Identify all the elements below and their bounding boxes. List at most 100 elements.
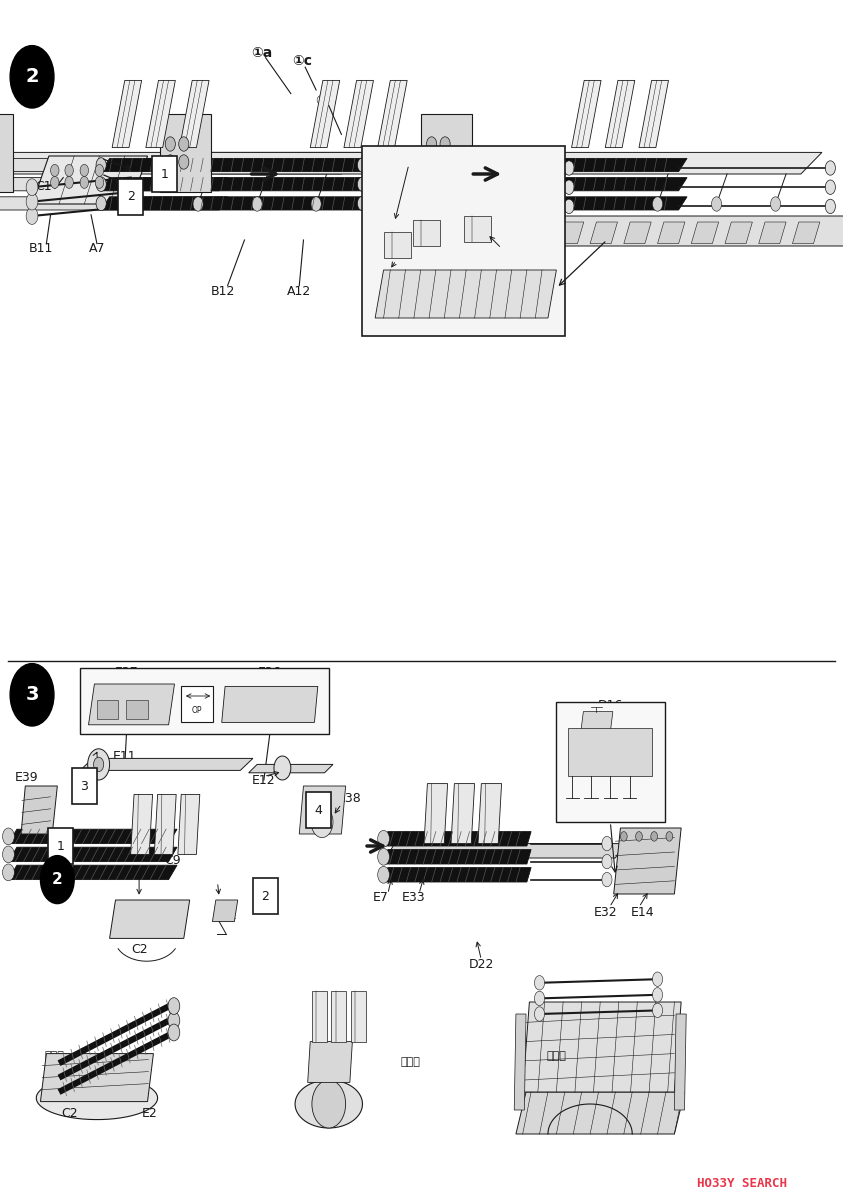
Polygon shape	[362, 197, 687, 210]
Polygon shape	[378, 80, 407, 148]
Bar	[253, 878, 278, 914]
Text: B11: B11	[29, 242, 52, 254]
Circle shape	[357, 157, 368, 173]
Circle shape	[95, 176, 104, 188]
Polygon shape	[212, 900, 238, 922]
Bar	[312, 991, 327, 1042]
Circle shape	[274, 756, 291, 780]
Bar	[72, 768, 97, 804]
Text: B12: B12	[212, 286, 235, 298]
Bar	[152, 156, 177, 192]
Polygon shape	[0, 158, 228, 172]
Polygon shape	[222, 686, 318, 722]
Polygon shape	[8, 847, 177, 862]
Circle shape	[95, 164, 104, 176]
Polygon shape	[489, 222, 516, 244]
Polygon shape	[572, 80, 601, 148]
Circle shape	[357, 196, 368, 211]
Text: E2: E2	[142, 1108, 158, 1120]
Text: HO33Y SEARCH: HO33Y SEARCH	[697, 1177, 787, 1190]
Circle shape	[602, 872, 612, 887]
Polygon shape	[110, 900, 190, 938]
Circle shape	[564, 180, 574, 194]
Bar	[118, 179, 143, 215]
Circle shape	[179, 137, 189, 151]
Circle shape	[366, 199, 376, 214]
Polygon shape	[523, 1002, 681, 1092]
Circle shape	[80, 176, 89, 188]
Circle shape	[96, 157, 106, 173]
Polygon shape	[344, 80, 373, 148]
Text: 1: 1	[56, 840, 65, 852]
Polygon shape	[180, 80, 209, 148]
Polygon shape	[447, 216, 843, 246]
Bar	[362, 146, 565, 336]
Polygon shape	[658, 222, 685, 244]
Polygon shape	[674, 1014, 686, 1110]
Polygon shape	[725, 222, 753, 244]
Text: 2: 2	[52, 872, 62, 887]
Polygon shape	[32, 156, 148, 204]
Circle shape	[771, 197, 781, 211]
Circle shape	[80, 164, 89, 176]
Text: D22: D22	[469, 959, 494, 971]
Bar	[97, 700, 118, 719]
Text: E14: E14	[631, 906, 654, 918]
Circle shape	[3, 846, 14, 863]
Text: C2: C2	[131, 943, 148, 955]
Polygon shape	[80, 758, 253, 770]
Circle shape	[94, 757, 104, 772]
Bar	[556, 702, 665, 822]
Circle shape	[51, 176, 59, 188]
Polygon shape	[101, 178, 426, 191]
Bar	[306, 792, 331, 828]
Polygon shape	[478, 784, 502, 844]
Circle shape	[252, 197, 262, 211]
Circle shape	[3, 828, 14, 845]
Circle shape	[534, 991, 545, 1006]
Circle shape	[65, 176, 73, 188]
Circle shape	[168, 1012, 180, 1028]
Circle shape	[168, 997, 180, 1014]
Polygon shape	[384, 832, 531, 846]
Text: C9: C9	[164, 854, 181, 866]
Circle shape	[825, 180, 835, 194]
Circle shape	[40, 856, 74, 904]
Polygon shape	[101, 158, 426, 172]
Circle shape	[509, 197, 519, 211]
Polygon shape	[362, 178, 687, 191]
Circle shape	[602, 836, 612, 851]
Polygon shape	[362, 158, 687, 172]
Polygon shape	[40, 1054, 153, 1102]
Circle shape	[711, 197, 722, 211]
Polygon shape	[36, 1076, 158, 1120]
Bar	[384, 232, 411, 258]
Text: E39: E39	[15, 772, 39, 784]
Text: 2: 2	[261, 890, 270, 902]
Circle shape	[366, 161, 376, 175]
Text: 2: 2	[25, 67, 39, 86]
Text: OP: OP	[192, 706, 202, 715]
Circle shape	[825, 199, 835, 214]
Circle shape	[3, 864, 14, 881]
Circle shape	[311, 197, 321, 211]
Polygon shape	[581, 712, 613, 732]
Text: D7: D7	[602, 806, 619, 818]
Text: 1: 1	[160, 168, 169, 180]
Bar	[0, 114, 13, 192]
Circle shape	[636, 832, 642, 841]
Text: E32: E32	[593, 906, 617, 918]
Text: E37: E37	[115, 666, 138, 678]
Text: 詳細図: 詳細図	[546, 1051, 566, 1061]
Polygon shape	[590, 222, 617, 244]
Polygon shape	[0, 197, 228, 210]
Polygon shape	[249, 764, 333, 773]
Polygon shape	[384, 868, 531, 882]
Circle shape	[564, 161, 574, 175]
Circle shape	[652, 197, 663, 211]
Circle shape	[165, 137, 175, 151]
Text: 詳細図: 詳細図	[400, 1057, 421, 1067]
Bar	[413, 220, 440, 246]
Polygon shape	[8, 829, 177, 844]
Circle shape	[96, 196, 106, 211]
